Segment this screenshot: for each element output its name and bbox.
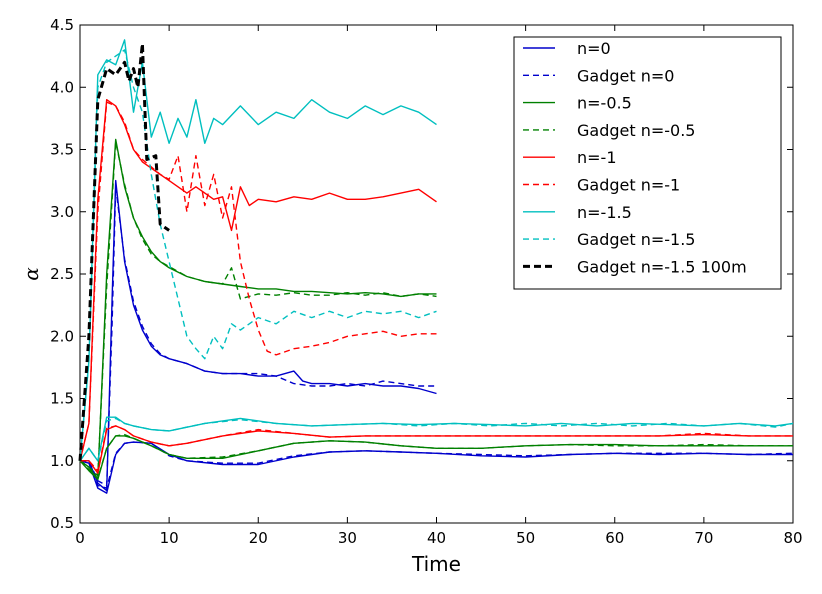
legend-label: Gadget n=-0.5 [577,121,695,140]
y-tick-label: 3.0 [50,203,74,221]
y-tick-label: 2.5 [50,265,74,283]
series-line-gadget-n-1-upper [79,101,437,461]
x-tick-label: 50 [516,529,535,547]
x-tick-label: 30 [338,529,357,547]
y-tick-label: 0.5 [50,514,74,532]
series-line-n-1-upper [79,98,437,461]
legend-label: Gadget n=-1 [577,176,680,195]
y-tick-label: 2.0 [50,327,74,345]
x-tick-label: 80 [783,529,802,547]
x-tick-label: 10 [160,529,179,547]
y-tick-label: 1.5 [50,390,74,408]
series-layer [78,39,794,494]
y-tick-label: 1.0 [50,452,74,470]
series-line-n-0-5-lower [79,435,793,481]
legend-label: n=-1 [577,148,617,167]
x-tick-label: 40 [427,529,446,547]
series-line-gadget-n-0-upper [80,186,437,487]
series-line-gadget-n-0-5-upper [79,141,437,477]
series-line-gadget-n-1-5-100m-upper [78,42,170,461]
series-line-n-0-5-upper [79,138,437,481]
y-tick-label: 3.5 [50,141,74,159]
legend: n=0 Gadget n=0 n=-0.5 Gadget n=-0.5 n=-1 Gadg… [513,36,782,290]
y-axis-title: α [19,267,43,281]
legend-label: n=-1.5 [577,203,632,222]
x-tick-label: 20 [249,529,268,547]
series-line-gadget-n-1-lower [80,425,793,472]
y-tick-label: 4.0 [50,78,74,96]
series-line-gadget-n-1-5-upper [79,49,437,461]
series-line-n-0-lower [79,441,793,494]
legend-label: Gadget n=-1.5 100m [577,257,747,276]
legend-label: n=0 [577,39,611,58]
x-tick-label: 0 [75,529,85,547]
x-axis-title: Time [411,552,461,576]
x-tick-label: 60 [605,529,624,547]
series-line-n-1-lower [80,425,793,474]
y-tick-label: 4.5 [50,16,74,34]
legend-label: n=-0.5 [577,94,632,113]
series-line-gadget-n-0-5-lower [79,433,793,479]
axis-ticks: 0 10 20 30 40 50 60 70 80 0.5 1.0 1.5 2.0 2.5 3.0 3.5 4.… [50,16,802,547]
x-tick-label: 70 [694,529,713,547]
legend-label: Gadget n=0 [577,66,674,85]
series-line-n-1-5-upper [79,39,437,461]
legend-box [513,36,782,290]
series-line-gadget-n-1-5-lower [79,417,794,462]
legend-label: Gadget n=-1.5 [577,230,695,249]
